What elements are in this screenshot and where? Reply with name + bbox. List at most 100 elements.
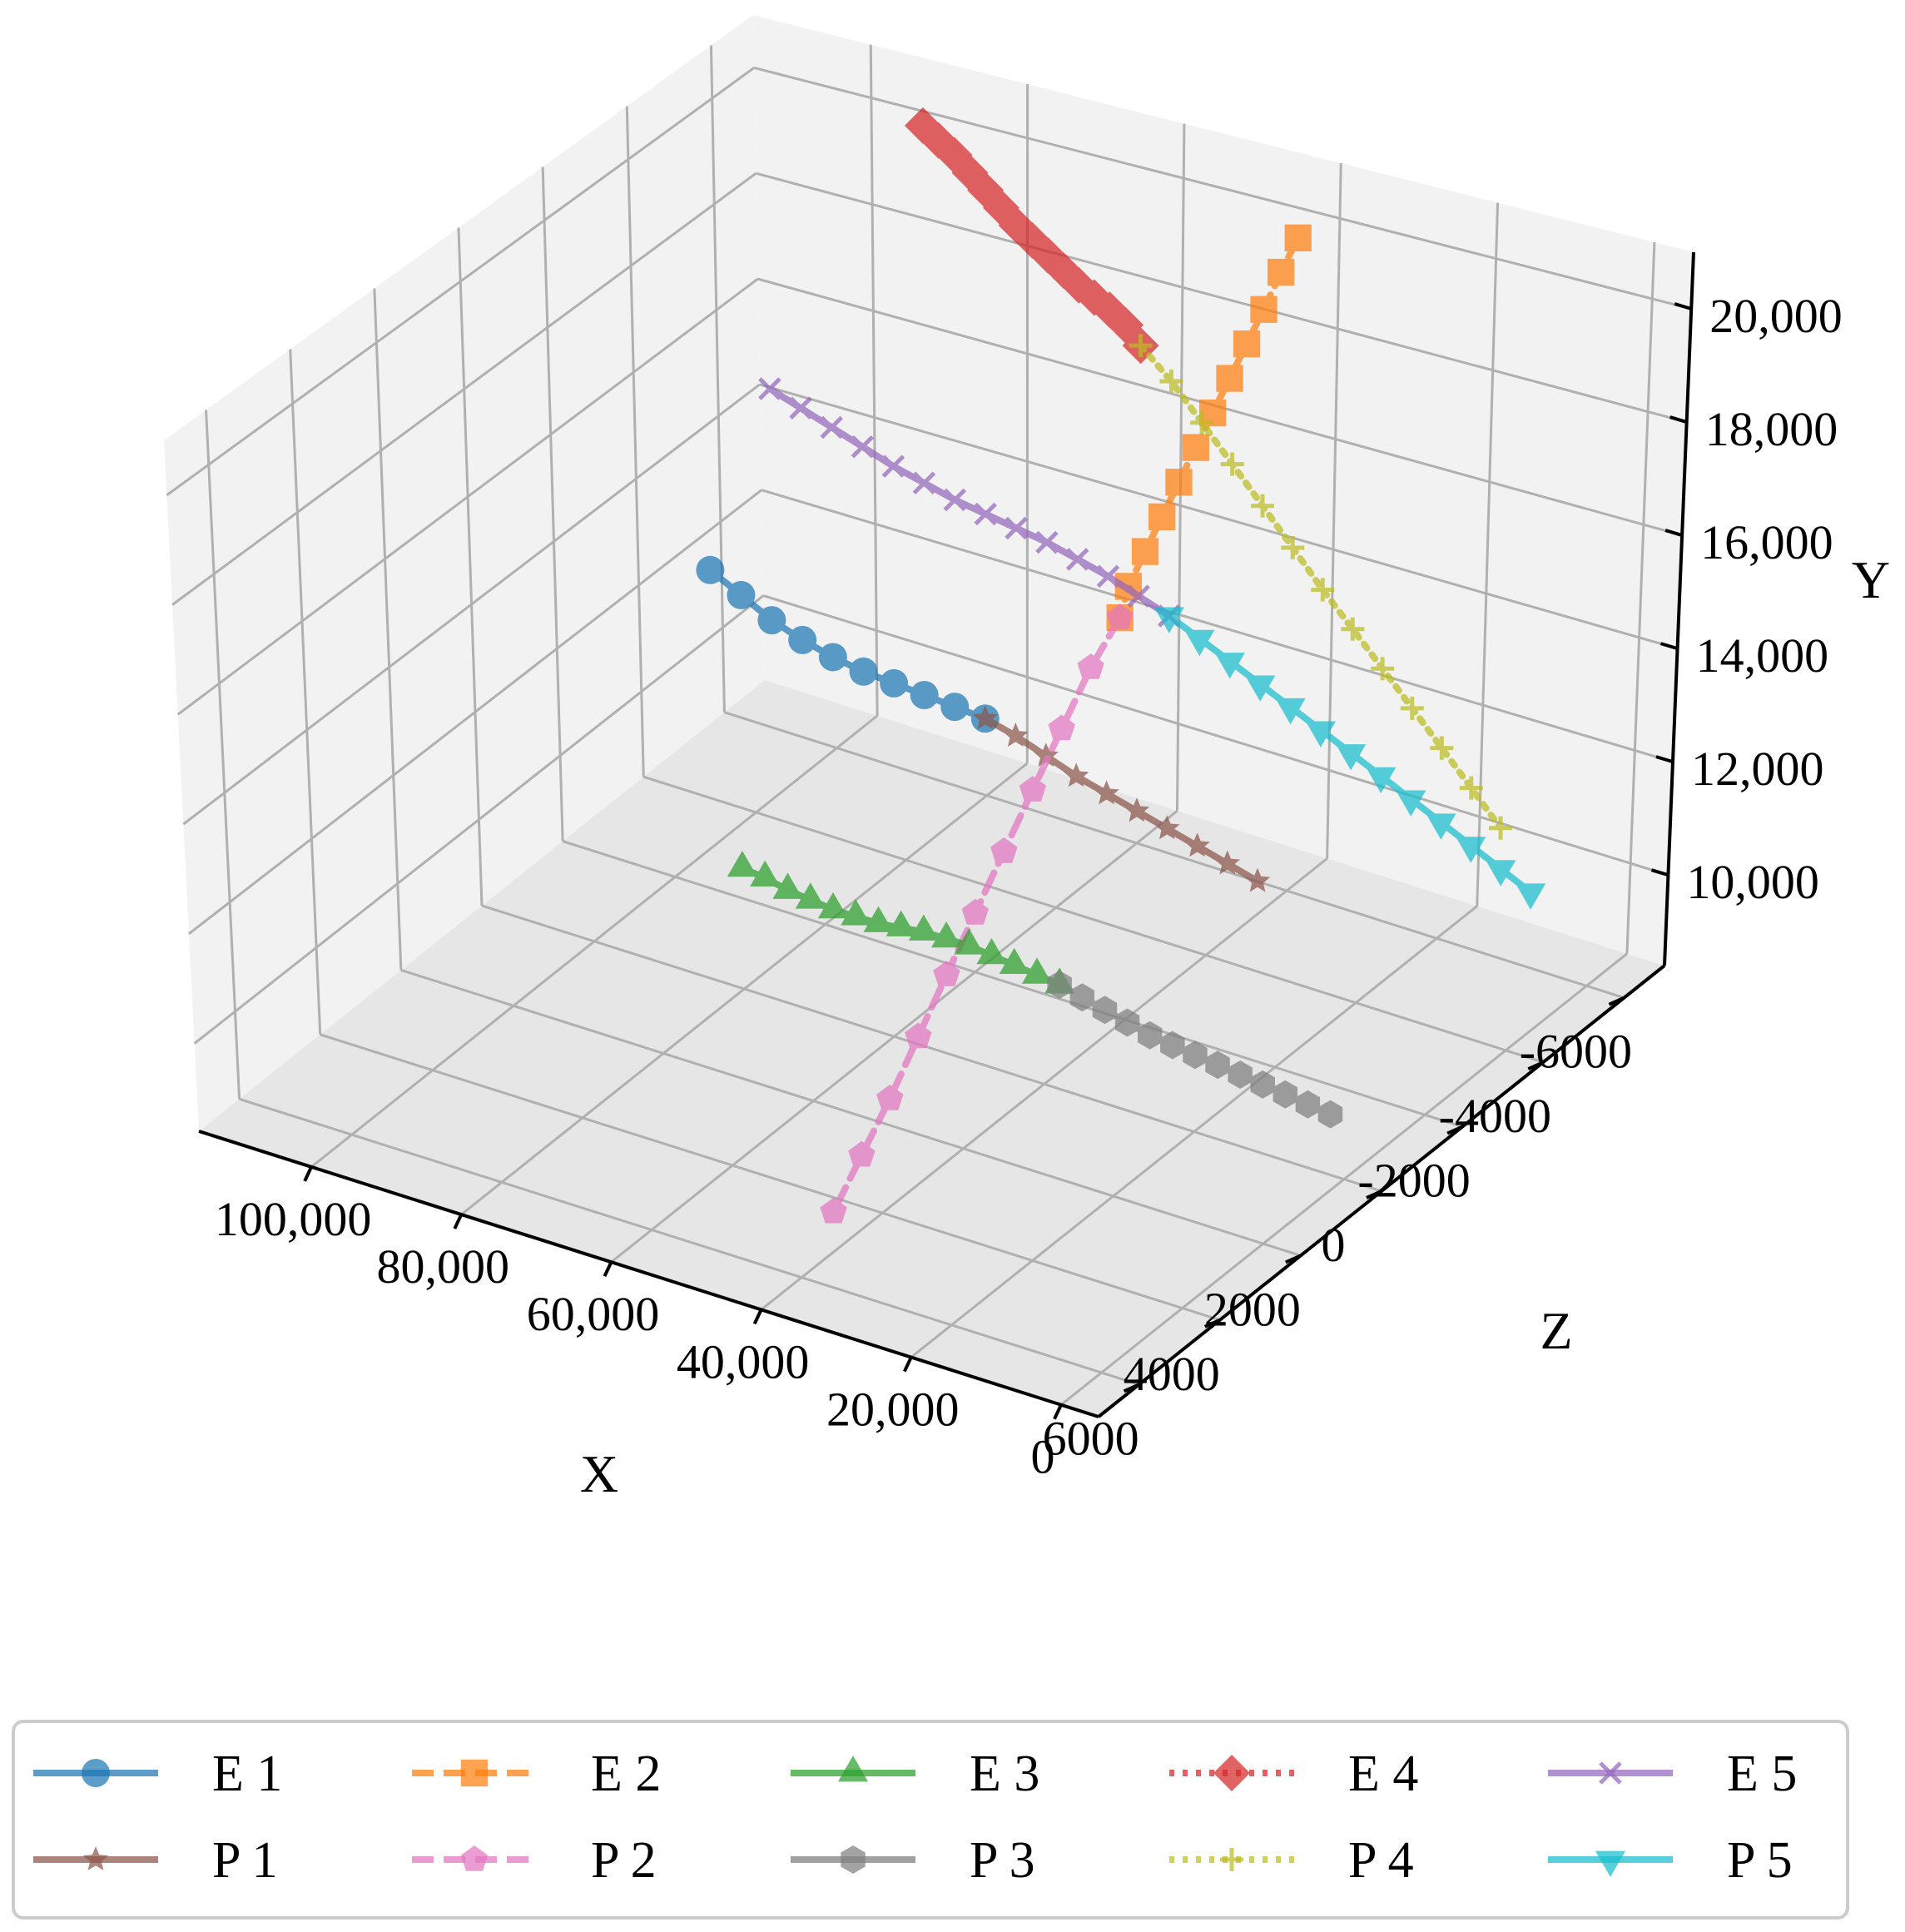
data-point	[841, 899, 871, 926]
legend-label: E 5	[1727, 1746, 1797, 1802]
data-point	[1003, 723, 1029, 747]
data-point	[696, 555, 725, 584]
x-axis-title: X	[580, 1444, 618, 1503]
series-p-5	[1153, 607, 1546, 910]
series-p-1	[972, 705, 1271, 892]
z-tick-mark	[1203, 1319, 1221, 1329]
grid-line-y-side	[182, 383, 761, 826]
y-tick-label: 12,000	[1691, 742, 1824, 796]
data-point	[1396, 790, 1426, 817]
data-point	[1341, 617, 1365, 641]
x-tick-label: 60,000	[527, 1287, 660, 1341]
y-tick-label: 10,000	[1686, 855, 1818, 909]
y-tick-mark	[1669, 415, 1688, 424]
data-point	[880, 668, 909, 698]
data-point	[1400, 696, 1424, 720]
grid-line-y-back	[759, 383, 1678, 650]
series-p-4	[1129, 334, 1513, 840]
data-point	[1284, 224, 1312, 251]
z-tick-mark	[1446, 1125, 1463, 1135]
grid-line-y-side	[171, 172, 757, 606]
data-point	[1305, 721, 1336, 747]
data-point	[789, 396, 812, 420]
y-tick-label: 14,000	[1696, 628, 1829, 683]
data-point	[758, 377, 781, 400]
data-point	[1426, 813, 1456, 840]
grid-line-x-back	[1175, 123, 1186, 812]
data-point	[886, 910, 916, 936]
data-point	[1311, 578, 1335, 602]
z-tick-label: 4000	[1124, 1347, 1220, 1401]
z-tick-label: 2000	[1204, 1282, 1301, 1336]
z-tick-mark	[1123, 1383, 1140, 1393]
data-point	[1371, 657, 1395, 681]
legend-marker	[841, 1845, 866, 1874]
legend-label: P 4	[1348, 1832, 1414, 1889]
y-tick-mark	[1655, 755, 1674, 764]
data-point	[1317, 1100, 1343, 1129]
data-point	[1077, 653, 1104, 679]
legend-label: E 2	[591, 1746, 661, 1802]
data-point	[1220, 452, 1244, 476]
legend-label: P 2	[591, 1832, 657, 1889]
y-tick-label: 18,000	[1705, 402, 1838, 456]
z-tick-mark	[1608, 996, 1625, 1006]
grid-line-y-side	[176, 277, 759, 716]
data-point	[1182, 434, 1209, 461]
z-tick-mark	[1366, 1189, 1382, 1199]
data-point	[772, 872, 803, 899]
grid-line-x-back	[869, 44, 879, 716]
data-point	[1092, 996, 1118, 1025]
data-point	[1251, 494, 1275, 518]
data-point	[974, 502, 997, 526]
data-point	[1281, 536, 1305, 560]
data-point	[1430, 736, 1454, 760]
data-point	[818, 643, 847, 672]
legend-marker	[82, 1759, 110, 1787]
data-point	[990, 837, 1018, 863]
data-point	[1065, 548, 1089, 571]
data-point	[1094, 780, 1119, 805]
data-point	[1165, 469, 1193, 496]
legend-item: P 1	[33, 1832, 278, 1889]
grid-line-z-floor	[481, 904, 1382, 1193]
data-point	[1245, 675, 1276, 702]
grid-line-z-side	[205, 410, 241, 1100]
y-tick-mark	[1659, 642, 1679, 651]
data-point	[931, 921, 962, 948]
data-point	[757, 606, 786, 635]
data-point	[1244, 867, 1271, 892]
side-pane	[164, 15, 765, 1131]
data-point	[881, 454, 905, 478]
data-point	[943, 488, 967, 512]
data-point	[1295, 1090, 1321, 1119]
data-point	[1153, 607, 1184, 633]
data-point	[1272, 1080, 1297, 1109]
data-point	[849, 657, 878, 686]
x-tick-mark	[603, 1261, 613, 1278]
legend-marker	[1213, 1755, 1250, 1791]
data-point	[1138, 1021, 1163, 1050]
grid-line-y-side	[193, 594, 765, 1045]
legend-item: E 3	[791, 1746, 1039, 1802]
data-point	[1183, 1040, 1208, 1070]
data-point	[1214, 653, 1245, 679]
data-point	[910, 680, 939, 709]
grid-line-z-floor	[400, 968, 1302, 1257]
legend-frame	[12, 1720, 1849, 1920]
x-tick-label: 100,000	[215, 1192, 372, 1246]
data-point	[1131, 538, 1159, 565]
data-point	[1069, 983, 1094, 1012]
series-e-3	[727, 851, 1075, 994]
data-point	[1033, 743, 1059, 767]
x-tick-mark	[1053, 1403, 1063, 1420]
legend-marker	[837, 1756, 869, 1782]
legend-item: E 5	[1548, 1746, 1797, 1802]
y-tick-mark	[1674, 302, 1692, 310]
grid-line-z-side	[541, 166, 564, 842]
z-axis-title: Z	[1540, 1301, 1572, 1360]
data-point	[940, 693, 970, 722]
data-point	[1035, 530, 1059, 554]
z-tick-label: -4000	[1439, 1089, 1551, 1143]
legend-label: P 5	[1727, 1832, 1793, 1889]
